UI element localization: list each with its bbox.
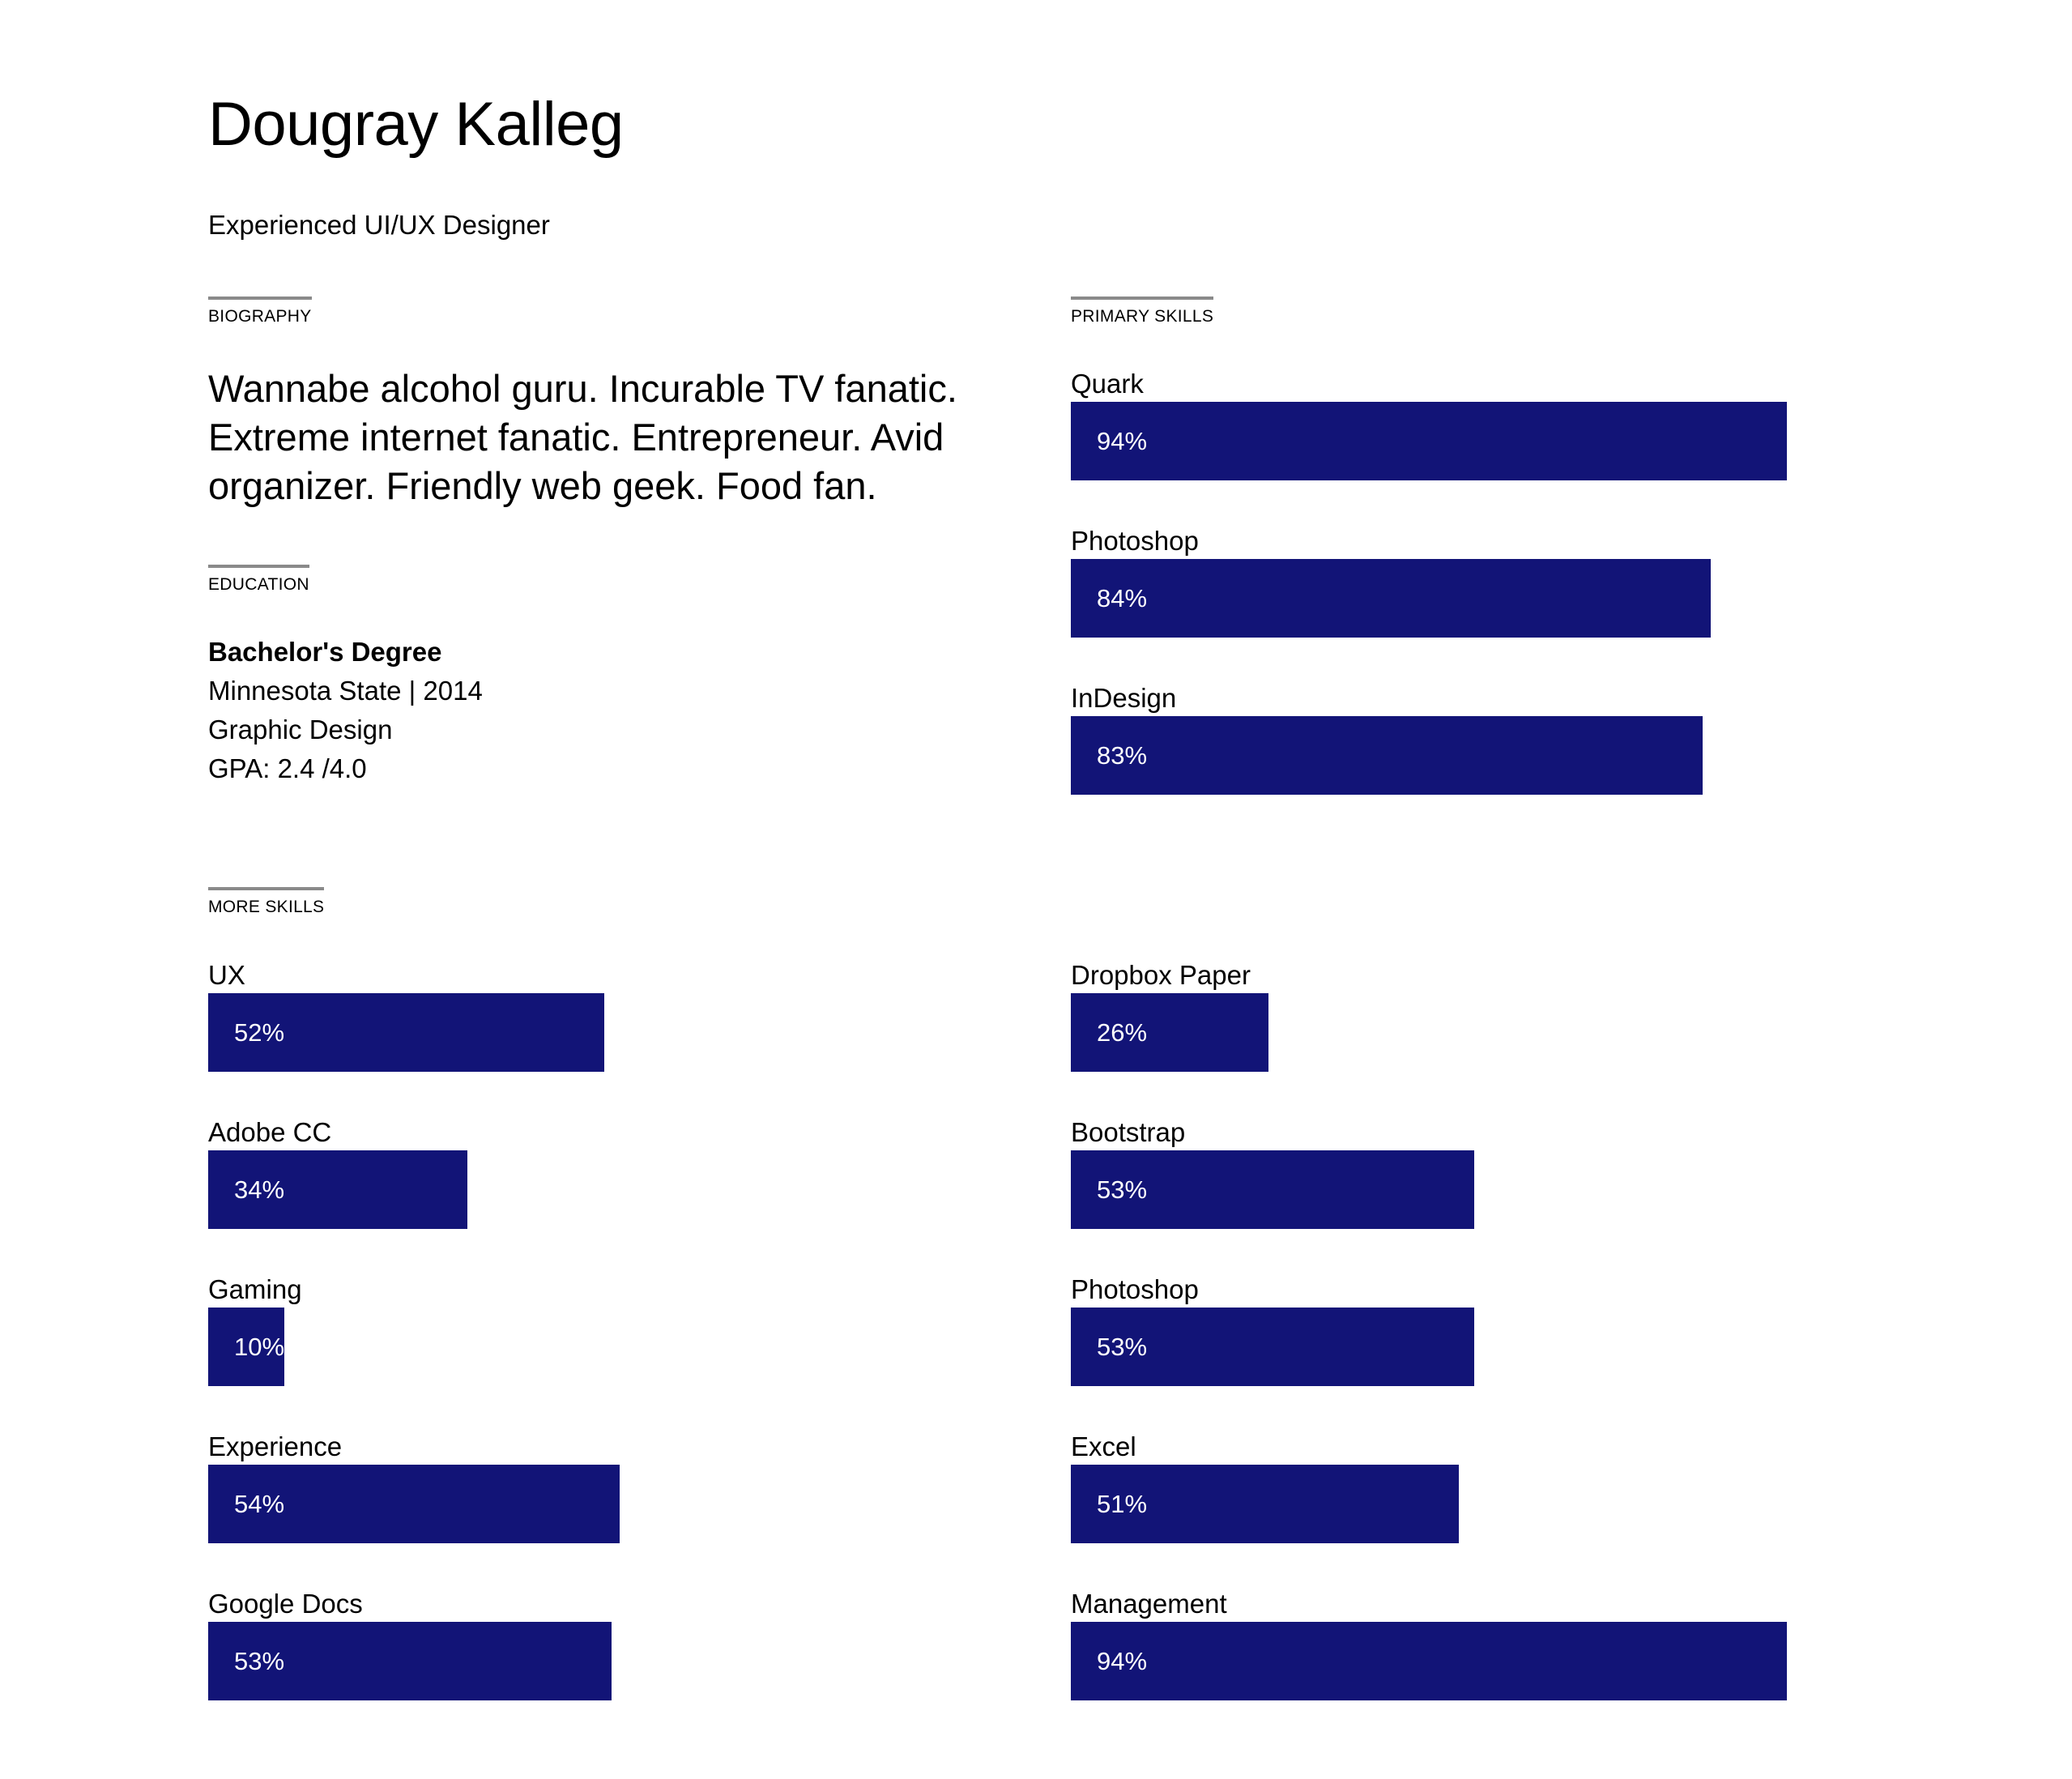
skill-bar-track: 53% — [1071, 1308, 1832, 1386]
education-school-year: Minnesota State | 2014 — [208, 676, 483, 706]
skill-bar-track: 26% — [1071, 993, 1832, 1072]
skill-percent: 94% — [1097, 1647, 1148, 1675]
skill-percent: 53% — [234, 1647, 285, 1675]
skill-item: Adobe CC 34% — [208, 1115, 970, 1272]
skill-bar: 26% — [1071, 993, 1268, 1072]
skill-item: InDesign 83% — [1071, 680, 1832, 838]
skill-bar-track: 94% — [1071, 1622, 1832, 1700]
biography-heading: BIOGRAPHY — [208, 296, 312, 327]
skill-bar-track: 53% — [1071, 1150, 1832, 1229]
skill-percent: 52% — [234, 1018, 285, 1047]
skill-percent: 10% — [234, 1333, 285, 1361]
skill-item: Excel 51% — [1071, 1429, 1832, 1586]
skill-name: Experience — [208, 1431, 343, 1461]
education-degree: Bachelor's Degree — [208, 637, 442, 667]
more-skills-heading: MORE SKILLS — [208, 887, 325, 918]
education-block: Bachelor's Degree Minnesota State | 2014… — [208, 633, 483, 788]
skill-item: Quark 94% — [1071, 366, 1832, 523]
skill-item: Experience 54% — [208, 1429, 970, 1586]
skill-name: Dropbox Paper — [1071, 960, 1251, 990]
skill-bar-track: 53% — [208, 1622, 970, 1700]
skill-item: Google Docs 53% — [208, 1586, 970, 1743]
skill-percent: 34% — [234, 1175, 285, 1204]
skill-bar: 53% — [1071, 1150, 1474, 1229]
skill-name: InDesign — [1071, 683, 1177, 713]
more-skills-list-right: Dropbox Paper 26% Bootstrap 53% Photoshop 53%… — [1071, 958, 1832, 1743]
skill-item: Photoshop 53% — [1071, 1272, 1832, 1429]
skill-name: Quark — [1071, 369, 1144, 399]
skill-bar-track: 84% — [1071, 559, 1832, 638]
skill-bar-track: 34% — [208, 1150, 970, 1229]
primary-skills-heading: PRIMARY SKILLS — [1071, 296, 1214, 327]
skill-name: Excel — [1071, 1431, 1136, 1461]
skill-bar-track: 10% — [208, 1308, 970, 1386]
skill-percent: 26% — [1097, 1018, 1148, 1047]
job-tagline: Experienced UI/UX Designer — [208, 210, 550, 240]
skill-percent: 84% — [1097, 584, 1148, 612]
skill-bar-track: 54% — [208, 1465, 970, 1543]
skill-bar: 83% — [1071, 716, 1703, 795]
skill-percent: 53% — [1097, 1333, 1148, 1361]
skill-bar: 52% — [208, 993, 604, 1072]
skill-name: Adobe CC — [208, 1117, 332, 1147]
skill-percent: 94% — [1097, 427, 1148, 455]
skill-item: UX 52% — [208, 958, 970, 1115]
skill-bar: 94% — [1071, 1622, 1787, 1700]
skill-name: Bootstrap — [1071, 1117, 1186, 1147]
education-heading: EDUCATION — [208, 565, 309, 595]
more-skills-list-left: UX 52% Adobe CC 34% Gaming 10% Experience 54% Go… — [208, 958, 970, 1743]
education-field: Graphic Design — [208, 715, 393, 744]
skill-item: Management 94% — [1071, 1586, 1832, 1743]
skill-bar: 10% — [208, 1308, 284, 1386]
skill-name: Gaming — [208, 1274, 302, 1304]
skill-bar-track: 94% — [1071, 402, 1832, 480]
skill-bar: 53% — [1071, 1308, 1474, 1386]
skill-bar: 34% — [208, 1150, 467, 1229]
skill-bar: 94% — [1071, 402, 1787, 480]
skill-item: Bootstrap 53% — [1071, 1115, 1832, 1272]
skill-bar: 53% — [208, 1622, 612, 1700]
skill-bar: 84% — [1071, 559, 1711, 638]
skill-name: Management — [1071, 1589, 1227, 1619]
skill-bar-track: 83% — [1071, 716, 1832, 795]
skill-name: Google Docs — [208, 1589, 363, 1619]
skill-bar-track: 52% — [208, 993, 970, 1072]
skill-bar-track: 51% — [1071, 1465, 1832, 1543]
skill-item: Photoshop 84% — [1071, 523, 1832, 680]
skill-name: Photoshop — [1071, 526, 1199, 556]
skill-item: Gaming 10% — [208, 1272, 970, 1429]
primary-skills-list: Quark 94% Photoshop 84% InDesign 83% — [1071, 366, 1832, 838]
skill-bar: 54% — [208, 1465, 620, 1543]
skill-percent: 83% — [1097, 741, 1148, 770]
biography-text: Wannabe alcohol guru. Incurable TV fanat… — [208, 367, 957, 507]
skill-name: Photoshop — [1071, 1274, 1199, 1304]
skill-name: UX — [208, 960, 245, 990]
skill-item: Dropbox Paper 26% — [1071, 958, 1832, 1115]
person-name: Dougray Kalleg — [208, 90, 624, 159]
skill-percent: 53% — [1097, 1175, 1148, 1204]
skill-bar: 51% — [1071, 1465, 1459, 1543]
education-gpa: GPA: 2.4 /4.0 — [208, 753, 367, 783]
skill-percent: 51% — [1097, 1490, 1148, 1518]
skill-percent: 54% — [234, 1490, 285, 1518]
